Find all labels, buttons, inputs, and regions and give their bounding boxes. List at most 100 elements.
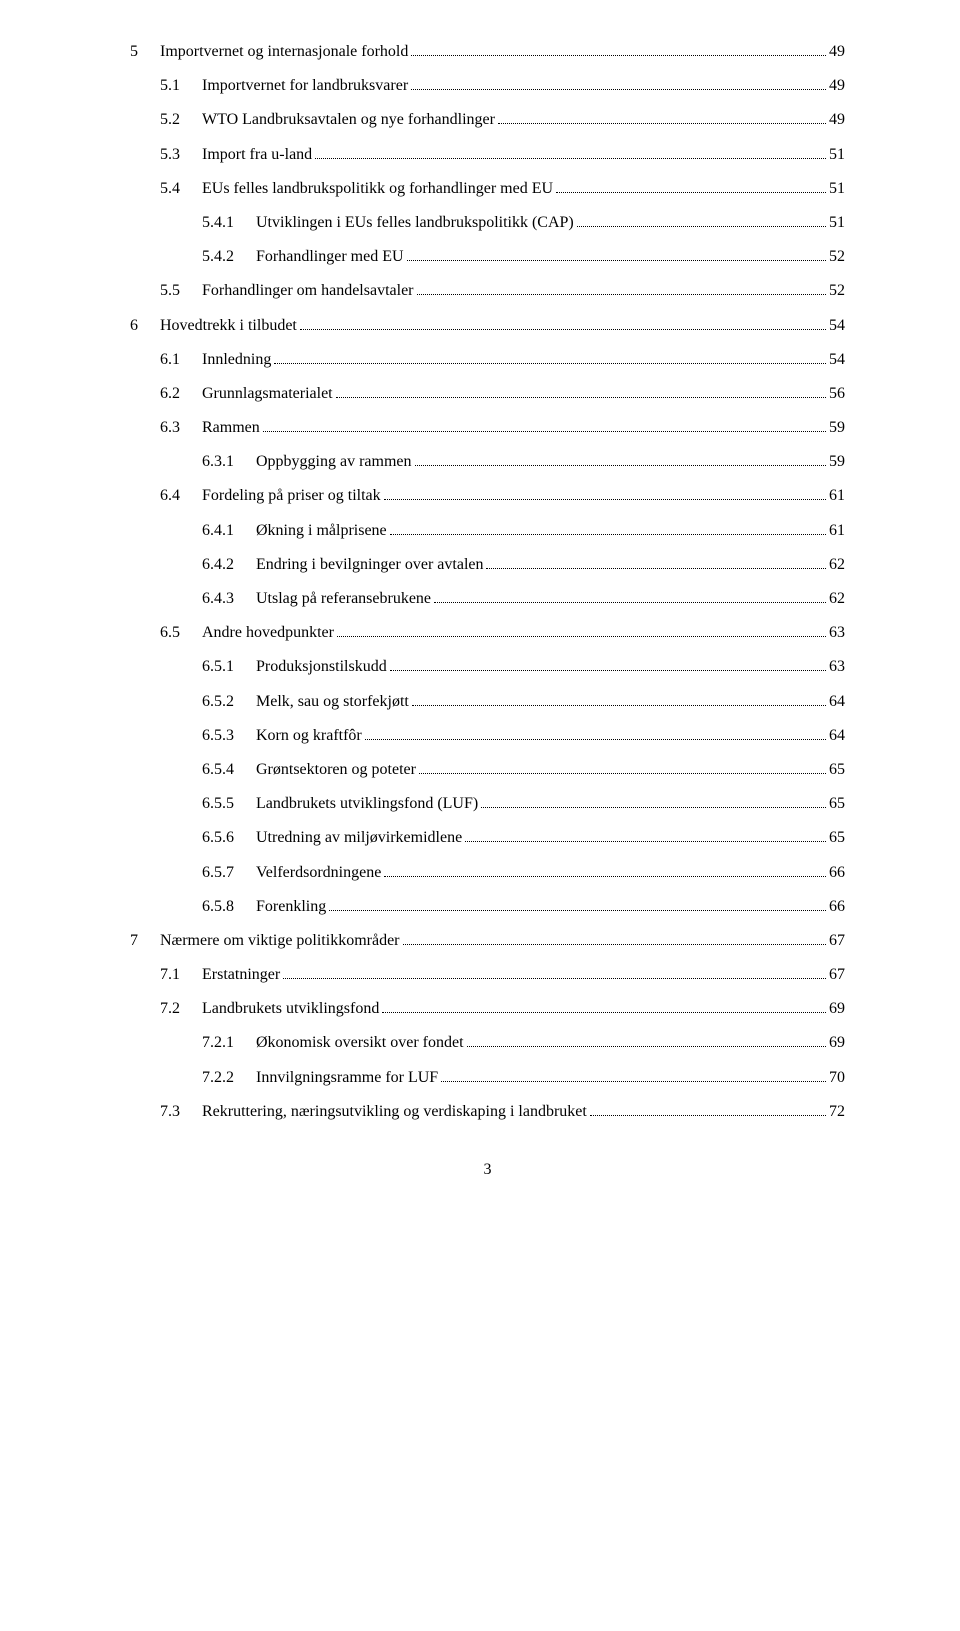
toc-leader — [283, 978, 826, 979]
toc-entry-page: 61 — [829, 521, 845, 540]
toc-entry-page: 67 — [829, 965, 845, 984]
toc-entry: 6.1Innledning54 — [160, 350, 845, 369]
toc-entry-number: 5.3 — [160, 145, 202, 164]
toc-leader — [577, 226, 826, 227]
toc-entry: 6.4.3Utslag på referansebrukene62 — [202, 589, 845, 608]
toc-entry: 6.5.1Produksjonstilskudd63 — [202, 657, 845, 676]
toc-leader — [590, 1115, 826, 1116]
toc-entry-page: 61 — [829, 486, 845, 505]
toc-entry: 6.2Grunnlagsmaterialet56 — [160, 384, 845, 403]
toc-leader — [434, 602, 826, 603]
toc-entry-number: 6.5.7 — [202, 863, 256, 882]
toc-entry-number: 5.4 — [160, 179, 202, 198]
toc-entry: 5.4EUs felles landbrukspolitikk og forha… — [160, 179, 845, 198]
toc-entry-title: Forhandlinger med EU — [256, 247, 404, 266]
toc-leader — [403, 944, 827, 945]
toc-leader — [412, 705, 826, 706]
toc-entry-number: 7.1 — [160, 965, 202, 984]
toc-entry-page: 51 — [829, 213, 845, 232]
toc-entry-number: 7 — [130, 931, 160, 950]
toc-entry-page: 52 — [829, 281, 845, 300]
toc-entry-number: 5 — [130, 42, 160, 61]
toc-entry-number: 6.5.1 — [202, 657, 256, 676]
toc-entry-page: 49 — [829, 42, 845, 61]
toc-entry-number: 6.2 — [160, 384, 202, 403]
toc-leader — [467, 1046, 826, 1047]
toc-entry-page: 59 — [829, 452, 845, 471]
toc-entry-page: 66 — [829, 863, 845, 882]
toc-entry: 5.4.2Forhandlinger med EU52 — [202, 247, 845, 266]
toc-entry-number: 6.5.6 — [202, 828, 256, 847]
toc-entry: 6.4.2Endring i bevilgninger over avtalen… — [202, 555, 845, 574]
toc-entry-number: 5.4.2 — [202, 247, 256, 266]
toc-entry-title: Økonomisk oversikt over fondet — [256, 1033, 464, 1052]
toc-entry-page: 54 — [829, 316, 845, 335]
toc-entry-number: 6 — [130, 316, 160, 335]
toc-entry-page: 62 — [829, 589, 845, 608]
toc-entry-page: 49 — [829, 110, 845, 129]
toc-entry: 7Nærmere om viktige politikkområder67 — [130, 931, 845, 950]
toc-leader — [390, 670, 826, 671]
page-number: 3 — [484, 1161, 492, 1178]
toc-entry-title: Landbrukets utviklingsfond (LUF) — [256, 794, 478, 813]
toc-entry-page: 64 — [829, 692, 845, 711]
toc-entry-number: 5.5 — [160, 281, 202, 300]
toc-entry-number: 5.4.1 — [202, 213, 256, 232]
toc-entry: 5Importvernet og internasjonale forhold4… — [130, 42, 845, 61]
toc-entry-title: Utredning av miljøvirkemidlene — [256, 828, 462, 847]
toc-leader — [263, 431, 826, 432]
toc-leader — [481, 807, 826, 808]
toc-leader — [465, 841, 826, 842]
toc-entry: 7.1Erstatninger67 — [160, 965, 845, 984]
toc-entry-title: WTO Landbruksavtalen og nye forhandlinge… — [202, 110, 495, 129]
toc-entry-title: Oppbygging av rammen — [256, 452, 412, 471]
toc-entry: 6.3.1Oppbygging av rammen 59 — [202, 452, 845, 471]
toc-entry-page: 72 — [829, 1102, 845, 1121]
toc-entry-title: Hovedtrekk i tilbudet — [160, 316, 297, 335]
toc-entry: 6.5.6Utredning av miljøvirkemidlene65 — [202, 828, 845, 847]
toc-leader — [365, 739, 826, 740]
toc-entry-title: Grøntsektoren og poteter — [256, 760, 416, 779]
toc-entry: 5.1Importvernet for landbruksvarer49 — [160, 76, 845, 95]
toc-leader — [411, 55, 826, 56]
toc-entry-page: 49 — [829, 76, 845, 95]
toc-leader — [274, 363, 826, 364]
toc-leader — [486, 568, 826, 569]
toc-entry-number: 6.4.3 — [202, 589, 256, 608]
toc-entry-title: Endring i bevilgninger over avtalen — [256, 555, 483, 574]
toc-entry-number: 6.3.1 — [202, 452, 256, 471]
toc-leader — [415, 465, 826, 466]
toc-entry-page: 67 — [829, 931, 845, 950]
toc-entry-title: Andre hovedpunkter — [202, 623, 334, 642]
toc-leader — [419, 773, 826, 774]
toc-entry: 6.5.4Grøntsektoren og poteter65 — [202, 760, 845, 779]
toc-entry: 6.5.3Korn og kraftfôr64 — [202, 726, 845, 745]
toc-entry: 6.5.7Velferdsordningene 66 — [202, 863, 845, 882]
toc-entry-page: 62 — [829, 555, 845, 574]
toc-entry-page: 70 — [829, 1068, 845, 1087]
toc-entry-title: Importvernet for landbruksvarer — [202, 76, 408, 95]
toc-entry-title: Korn og kraftfôr — [256, 726, 362, 745]
toc-entry: 5.2WTO Landbruksavtalen og nye forhandli… — [160, 110, 845, 129]
toc-entry: 6Hovedtrekk i tilbudet 54 — [130, 316, 845, 335]
toc-entry-number: 7.3 — [160, 1102, 202, 1121]
toc-leader — [407, 260, 826, 261]
toc-leader — [417, 294, 827, 295]
toc-entry-number: 6.4.1 — [202, 521, 256, 540]
toc-entry-number: 7.2.1 — [202, 1033, 256, 1052]
toc-entry-page: 63 — [829, 623, 845, 642]
toc-leader — [300, 329, 826, 330]
toc-entry-number: 6.5.8 — [202, 897, 256, 916]
toc-entry-title: Velferdsordningene — [256, 863, 381, 882]
toc-entry-title: Forenkling — [256, 897, 326, 916]
toc-entry-number: 6.3 — [160, 418, 202, 437]
table-of-contents: 5Importvernet og internasjonale forhold4… — [130, 42, 845, 1121]
toc-entry-page: 65 — [829, 760, 845, 779]
toc-entry-title: Import fra u-land — [202, 145, 312, 164]
toc-entry-title: Fordeling på priser og tiltak — [202, 486, 381, 505]
toc-entry: 7.3Rekruttering, næringsutvikling og ver… — [160, 1102, 845, 1121]
toc-entry-number: 6.5.3 — [202, 726, 256, 745]
toc-entry-title: Grunnlagsmaterialet — [202, 384, 333, 403]
toc-entry: 6.5Andre hovedpunkter63 — [160, 623, 845, 642]
toc-entry: 5.5Forhandlinger om handelsavtaler52 — [160, 281, 845, 300]
